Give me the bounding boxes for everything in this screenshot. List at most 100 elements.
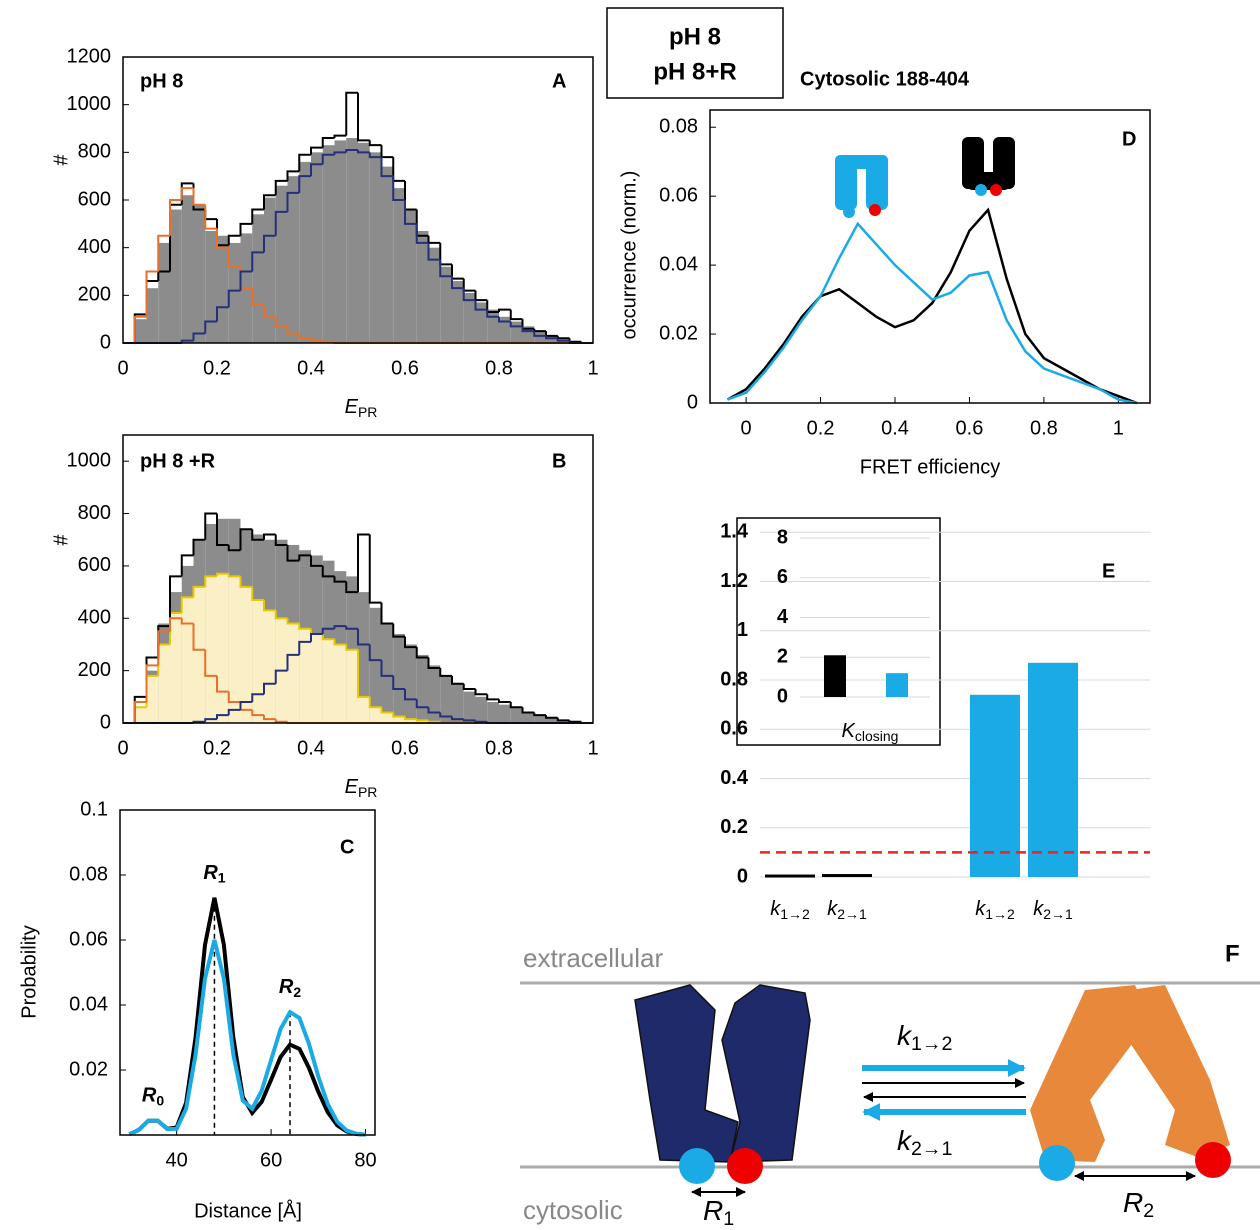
histogram-step — [474, 720, 488, 723]
histogram-bar — [193, 586, 206, 723]
histogram-bar — [381, 623, 394, 723]
histogram-step — [498, 699, 511, 704]
histogram-bar — [287, 176, 300, 343]
histogram-step — [568, 720, 582, 723]
bar — [822, 874, 872, 878]
histogram-bar — [463, 691, 476, 723]
bar — [970, 694, 1020, 877]
acceptor — [1195, 1142, 1231, 1178]
y-tick-label: 1000 — [67, 93, 112, 115]
x-tick-label: 1 — [587, 737, 598, 759]
histogram-step — [439, 242, 452, 266]
histogram-step — [204, 204, 217, 230]
histogram-step — [227, 573, 241, 578]
histogram-step — [251, 693, 264, 703]
inset-box — [736, 517, 941, 746]
histogram-bar — [369, 152, 382, 343]
histogram-bar — [205, 230, 217, 343]
histogram-bar — [287, 623, 300, 723]
x-tick-label: 1 — [587, 357, 598, 379]
histogram-step — [451, 675, 464, 685]
x-tick-label: 60 — [260, 1149, 282, 1171]
histogram-step — [404, 688, 417, 701]
histogram-step — [274, 534, 288, 546]
y-tick-label: 800 — [78, 141, 111, 163]
histogram-step — [251, 586, 264, 601]
line-series — [727, 221, 1138, 405]
histogram-step — [216, 572, 229, 577]
histogram-step — [498, 316, 511, 323]
histogram-step — [474, 688, 488, 696]
histogram-step — [321, 137, 335, 148]
histogram-step — [169, 617, 182, 632]
histogram-step — [357, 533, 370, 593]
histogram-bar — [358, 696, 370, 723]
histogram-step — [357, 149, 370, 154]
histogram-bar — [299, 628, 311, 723]
histogram-step — [427, 657, 441, 670]
histogram-step — [227, 247, 241, 268]
x-tick-label: 0.4 — [297, 737, 325, 759]
histogram-step — [509, 309, 523, 321]
histogram-step — [368, 644, 382, 662]
histogram-bar — [393, 716, 405, 723]
histogram-step — [274, 179, 288, 196]
open-icon — [835, 155, 888, 218]
x-tick-label: 0.2 — [203, 357, 231, 379]
histogram-bar — [487, 702, 499, 723]
histogram-step — [204, 209, 217, 221]
histogram-bar — [158, 242, 170, 343]
y-tick-label: 200 — [78, 659, 111, 681]
histogram-step — [415, 647, 429, 659]
histogram-step — [404, 200, 417, 225]
x-tick-label: 0.8 — [485, 737, 513, 759]
histogram-step — [451, 716, 464, 721]
histogram-bar — [358, 592, 370, 723]
histogram-step — [263, 533, 276, 540]
histogram-bar — [475, 302, 488, 343]
histogram-step — [286, 326, 300, 335]
histogram-step — [180, 339, 194, 343]
histogram-bar — [522, 326, 535, 343]
y-tick-label: 0.04 — [659, 253, 698, 275]
y-tick-label: 0 — [100, 331, 111, 353]
histogram-step — [310, 555, 323, 567]
histogram-step — [333, 151, 347, 155]
histogram-step — [439, 668, 452, 677]
panel-letter: D — [1122, 128, 1136, 150]
histogram-step — [227, 544, 241, 552]
histogram-step — [204, 649, 217, 677]
histogram-step — [439, 259, 452, 278]
histogram-bar — [416, 720, 429, 723]
y-tick-label: 400 — [78, 236, 111, 258]
bar — [765, 874, 815, 878]
x-tick-label: 0 — [741, 417, 752, 439]
histogram-step — [345, 581, 358, 594]
y-tick-label: 600 — [78, 554, 111, 576]
donor — [1039, 1145, 1075, 1181]
chart-title: Cytosolic 188-404 — [800, 68, 970, 90]
histogram-step — [239, 222, 253, 236]
histogram-step — [180, 187, 194, 200]
histogram-bar — [311, 152, 323, 343]
histogram-step — [380, 602, 394, 625]
x-tick-label: 0.2 — [807, 417, 835, 439]
histogram-step — [263, 599, 276, 612]
histogram-step — [486, 309, 499, 318]
histogram-bar — [228, 242, 241, 343]
x-tick-label: 0.4 — [881, 417, 909, 439]
y-tick-label: 1.4 — [720, 521, 749, 543]
histogram-bar — [463, 292, 476, 343]
histogram-bar — [475, 696, 488, 723]
histogram-bar — [217, 573, 229, 723]
x-tick-label: 0.4 — [297, 357, 325, 379]
histogram-bar — [193, 204, 206, 343]
membrane-label: extracellular — [523, 943, 664, 973]
histogram-bar — [146, 288, 159, 343]
histogram-bar — [381, 712, 394, 723]
histogram-bar — [546, 717, 558, 723]
closed-icon — [962, 137, 1015, 196]
histogram-bar — [499, 704, 511, 723]
histogram-bar — [264, 610, 276, 723]
